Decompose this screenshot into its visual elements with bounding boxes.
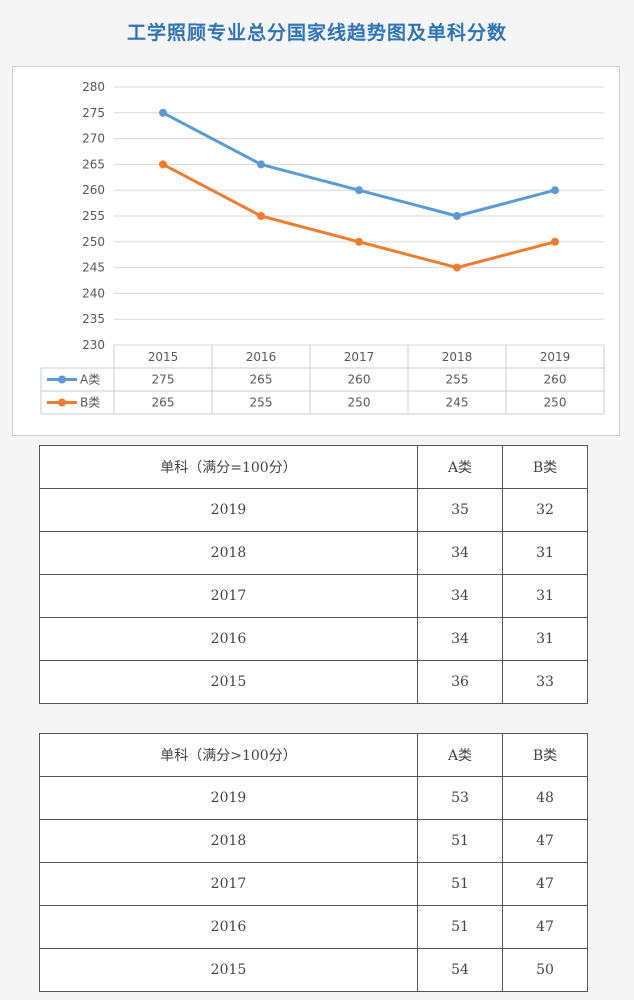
table-row: 2019 53 48 xyxy=(39,776,588,820)
data-table-value: 260 xyxy=(544,373,567,387)
year-cell: 2017 xyxy=(39,862,418,906)
y-tick-label: 275 xyxy=(82,106,105,120)
b-score-cell: 31 xyxy=(502,574,588,618)
x-tick-label: 2016 xyxy=(246,350,277,364)
year-cell: 2015 xyxy=(39,948,418,992)
page-title: 工学照顾专业总分国家线趋势图及单科分数 xyxy=(126,22,507,44)
data-table-value: 250 xyxy=(348,396,371,410)
line-chart-card: 230 235 240 245 250 255 260 265 270 275 280 2015 201… xyxy=(12,66,620,436)
table-row: 2017 51 47 xyxy=(39,862,588,906)
table-header-row: 单科（满分=100分） A类 B类 xyxy=(39,445,588,489)
table-row: 2016 51 47 xyxy=(39,905,588,949)
a-score-cell: 34 xyxy=(417,574,503,618)
legend-key-marker xyxy=(58,398,66,407)
a-score-cell: 36 xyxy=(417,660,503,704)
table-row: 2015 54 50 xyxy=(39,948,588,992)
year-cell: 2015 xyxy=(39,660,418,704)
x-tick-label: 2018 xyxy=(442,350,473,364)
table-row: 2015 36 33 xyxy=(39,660,588,704)
y-tick-label: 255 xyxy=(82,209,105,223)
y-tick-label: 270 xyxy=(82,132,105,146)
table-row: 2016 34 31 xyxy=(39,617,588,661)
a-score-cell: 34 xyxy=(417,617,503,661)
table-row: 2019 35 32 xyxy=(39,488,588,532)
year-cell: 2016 xyxy=(39,617,418,661)
year-cell: 2016 xyxy=(39,905,418,949)
x-tick-label: 2019 xyxy=(540,350,571,364)
header-b: B类 xyxy=(502,733,588,777)
legend-label: B类 xyxy=(80,396,100,410)
line-chart: 230 235 240 245 250 255 260 265 270 275 280 2015 201… xyxy=(40,80,605,415)
y-tick-label: 245 xyxy=(82,261,105,275)
table-header-row: 单科（满分>100分） A类 B类 xyxy=(39,733,588,777)
data-point xyxy=(159,160,167,169)
legend-key-marker xyxy=(58,375,66,384)
y-tick-label: 265 xyxy=(82,157,105,171)
a-score-cell: 54 xyxy=(417,948,503,992)
b-score-cell: 47 xyxy=(502,905,588,949)
data-point xyxy=(551,237,559,246)
header-subject: 单科（满分=100分） xyxy=(39,445,418,489)
header-subject: 单科（满分>100分） xyxy=(39,733,418,777)
y-tick-label: 260 xyxy=(82,183,105,197)
b-score-cell: 33 xyxy=(502,660,588,704)
b-score-cell: 50 xyxy=(502,948,588,992)
data-point xyxy=(257,160,265,169)
b-score-cell: 47 xyxy=(502,862,588,906)
header-a: A类 xyxy=(417,445,503,489)
legend-label: A类 xyxy=(80,373,100,387)
data-table-value: 250 xyxy=(544,396,567,410)
year-cell: 2018 xyxy=(39,531,418,575)
header-a: A类 xyxy=(417,733,503,777)
data-table-value: 275 xyxy=(152,373,175,387)
data-table-value: 245 xyxy=(446,396,469,410)
data-table-value: 265 xyxy=(250,373,273,387)
table-row: 2017 34 31 xyxy=(39,574,588,618)
table-row: 2018 34 31 xyxy=(39,531,588,575)
a-score-cell: 51 xyxy=(417,862,503,906)
y-tick-label: 235 xyxy=(82,312,105,326)
b-score-cell: 32 xyxy=(502,488,588,532)
single-subject-table-eq100: 单科（满分=100分） A类 B类 2019 35 32 2018 34 31 … xyxy=(39,445,588,704)
a-score-cell: 35 xyxy=(417,488,503,532)
header-b: B类 xyxy=(502,445,588,489)
x-tick-label: 2017 xyxy=(344,350,375,364)
year-cell: 2017 xyxy=(39,574,418,618)
x-tick-label: 2015 xyxy=(148,350,179,364)
y-tick-label: 240 xyxy=(82,286,105,300)
data-point xyxy=(551,186,559,195)
b-score-cell: 31 xyxy=(502,531,588,575)
data-point xyxy=(355,237,363,246)
data-table-value: 265 xyxy=(152,396,175,410)
data-point xyxy=(453,212,461,220)
data-point xyxy=(453,263,461,272)
data-table-value: 260 xyxy=(348,373,371,387)
y-tick-label: 250 xyxy=(82,235,105,249)
a-score-cell: 53 xyxy=(417,776,503,820)
year-cell: 2018 xyxy=(39,819,418,863)
a-score-cell: 34 xyxy=(417,531,503,575)
b-score-cell: 47 xyxy=(502,819,588,863)
data-point xyxy=(159,108,167,117)
y-tick-label: 280 xyxy=(82,80,105,94)
data-table-value: 255 xyxy=(446,373,469,387)
single-subject-table-gt100: 单科（满分>100分） A类 B类 2019 53 48 2018 51 47 … xyxy=(39,733,588,992)
a-score-cell: 51 xyxy=(417,819,503,863)
year-cell: 2019 xyxy=(39,776,418,820)
table-row: 2018 51 47 xyxy=(39,819,588,863)
b-score-cell: 31 xyxy=(502,617,588,661)
a-score-cell: 51 xyxy=(417,905,503,949)
b-score-cell: 48 xyxy=(502,776,588,820)
data-table-value: 255 xyxy=(250,396,273,410)
data-point xyxy=(355,186,363,195)
y-tick-label: 230 xyxy=(82,338,105,352)
year-cell: 2019 xyxy=(39,488,418,532)
data-point xyxy=(257,212,265,220)
